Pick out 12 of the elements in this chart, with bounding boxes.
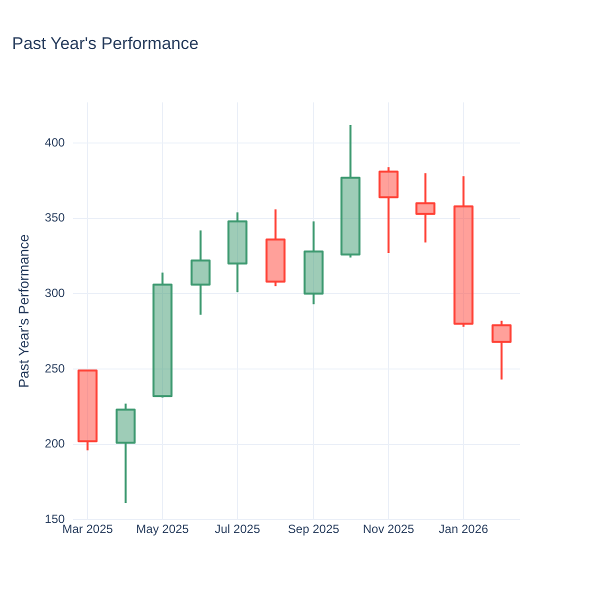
x-tick-label: May 2025 <box>136 522 190 536</box>
y-axis-title: Past Year's Performance <box>15 234 32 388</box>
x-tick-label: Jul 2025 <box>214 522 260 536</box>
y-tick-label: 300 <box>44 286 66 300</box>
x-tick-label: Sep 2025 <box>288 522 340 536</box>
y-tick-label: 350 <box>44 210 66 225</box>
chart-title: Past Year's Performance <box>12 34 199 53</box>
y-tick-label: 250 <box>44 361 66 376</box>
y-tick-label: 200 <box>44 436 66 451</box>
y-tick-label: 400 <box>44 135 66 150</box>
x-tick-label: Jan 2026 <box>438 522 488 536</box>
x-tick-label: Nov 2025 <box>362 522 415 536</box>
